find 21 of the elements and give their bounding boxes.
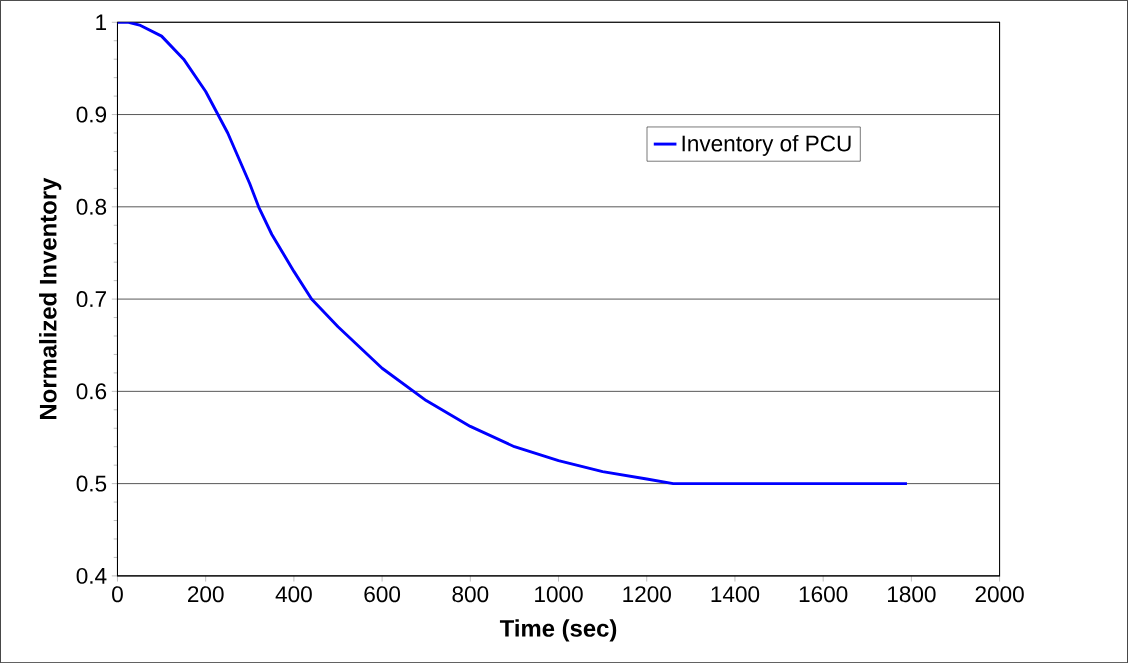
x-tick-label: 1800 xyxy=(888,586,936,603)
x-tick-label: 1400 xyxy=(711,586,760,603)
y-tick-label: 0.9 xyxy=(76,106,107,123)
x-tick-label: 1600 xyxy=(799,586,848,603)
y-tick-label: 1 xyxy=(96,14,107,30)
x-tick-label: 200 xyxy=(188,586,224,603)
y-tick-label: 0.4 xyxy=(76,567,107,584)
y-tick-label: 0.7 xyxy=(76,291,106,308)
legend-label: Inventory of PCU xyxy=(682,134,851,156)
y-tick-label: 0.5 xyxy=(76,475,107,492)
y-tick-label: 0.6 xyxy=(76,383,107,400)
x-tick-label: 0 xyxy=(112,586,123,603)
x-tick-label: 2000 xyxy=(975,586,1024,603)
y-axis-title: Normalized Inventory xyxy=(39,177,62,419)
x-tick-label: 800 xyxy=(452,586,489,603)
y-tick-label: 0.8 xyxy=(76,198,107,215)
x-tick-label: 600 xyxy=(364,586,401,603)
x-tick-label: 400 xyxy=(275,586,312,603)
x-axis-title: Time (sec) xyxy=(499,619,617,642)
x-tick-label: 1000 xyxy=(535,586,583,603)
x-tick-label: 1200 xyxy=(623,586,671,603)
